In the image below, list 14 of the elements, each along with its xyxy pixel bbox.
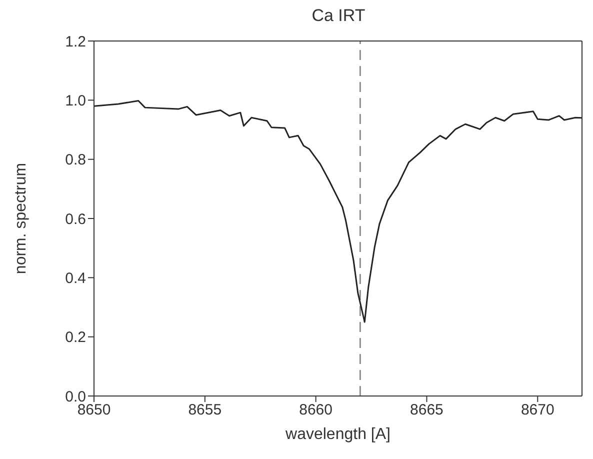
x-tick-label: 8665 xyxy=(410,402,444,419)
line-series xyxy=(94,100,582,323)
y-tick-label: 1.2 xyxy=(65,33,86,50)
y-tick-label: 0.8 xyxy=(65,152,86,169)
y-axis-title: norm. spectrum xyxy=(12,162,30,274)
x-axis-title: wavelength [A] xyxy=(284,426,390,443)
y-tick-label: 1.0 xyxy=(65,92,86,110)
y-tick-label: 0.6 xyxy=(65,210,86,228)
chart-title: Ca IRT xyxy=(310,6,366,26)
x-tick-label: 8670 xyxy=(520,402,554,419)
y-tick-label: 0.2 xyxy=(65,329,86,346)
y-tick-label: 0.4 xyxy=(65,270,86,287)
x-tick-label: 8660 xyxy=(299,402,333,419)
x-tick-label: 8655 xyxy=(188,402,222,419)
